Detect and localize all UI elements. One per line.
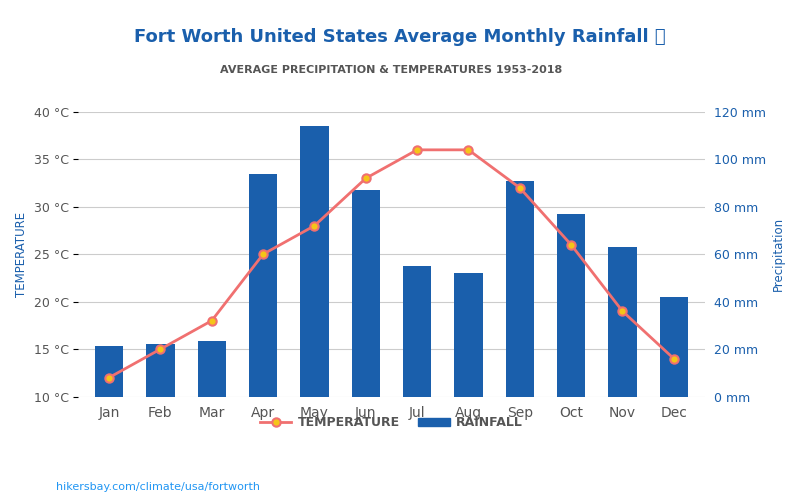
Bar	[608, 247, 637, 492]
Y-axis label: Precipitation: Precipitation	[772, 217, 785, 292]
Bar	[95, 346, 123, 492]
Bar	[403, 266, 431, 492]
Bar	[146, 344, 174, 492]
Bar	[454, 273, 482, 492]
Bar	[352, 190, 380, 492]
Bar	[198, 341, 226, 492]
Text: Fort Worth United States Average Monthly Rainfall 🌧: Fort Worth United States Average Monthly…	[134, 28, 666, 46]
Legend: TEMPERATURE, RAINFALL: TEMPERATURE, RAINFALL	[255, 412, 528, 434]
Bar	[249, 174, 278, 492]
Title: AVERAGE PRECIPITATION & TEMPERATURES 1953-2018: AVERAGE PRECIPITATION & TEMPERATURES 195…	[220, 65, 562, 75]
Bar	[300, 126, 329, 492]
Text: hikersbay.com/climate/usa/fortworth: hikersbay.com/climate/usa/fortworth	[56, 482, 260, 492]
Y-axis label: TEMPERATURE: TEMPERATURE	[15, 212, 28, 297]
Bar	[660, 297, 688, 492]
Bar	[557, 214, 586, 491]
Bar	[506, 180, 534, 492]
